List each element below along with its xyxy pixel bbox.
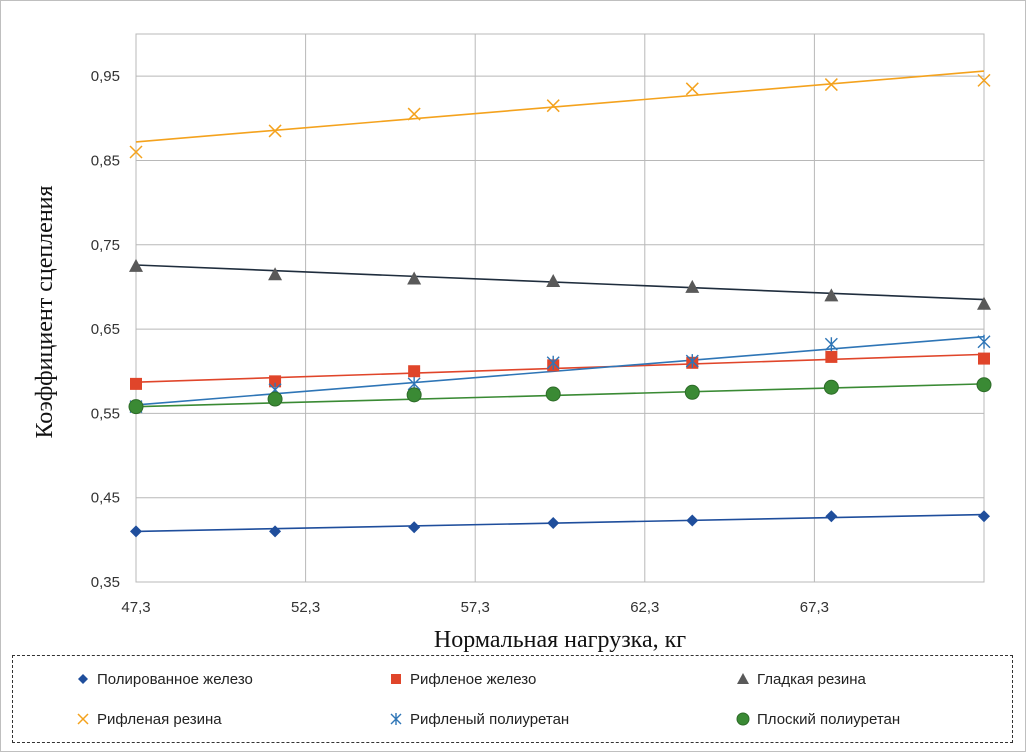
- x-tick-label: 67,3: [800, 599, 829, 616]
- legend-item: Полированное железо: [75, 668, 253, 690]
- data-markers: [128, 73, 992, 538]
- asterisk-marker: [685, 354, 699, 369]
- triangle-marker: [977, 296, 991, 310]
- circle-marker: [976, 377, 992, 393]
- diamond-marker: [547, 516, 560, 529]
- asterisk-marker: [824, 337, 838, 352]
- y-tick-label: 0,55: [91, 405, 120, 422]
- circle-marker: [406, 387, 422, 403]
- x-tick-label: 62,3: [630, 599, 659, 616]
- diamond-marker: [78, 674, 88, 684]
- triangle-marker: [546, 274, 561, 288]
- x-axis-title: Нормальная нагрузка, кг: [434, 627, 686, 653]
- legend-item: Рифленое железо: [388, 668, 536, 690]
- trendline: [135, 353, 985, 383]
- circle-marker: [823, 379, 839, 395]
- legend-item: Рифленый полиуретан: [388, 708, 569, 730]
- x-tick-label: 52,3: [291, 599, 320, 616]
- legend-label: Рифленое железо: [410, 670, 537, 688]
- x-marker: [268, 124, 282, 138]
- trendline: [135, 70, 985, 143]
- trendline: [135, 513, 985, 533]
- legend-label: Плоский полиуретан: [757, 710, 901, 728]
- circle-marker: [736, 712, 750, 726]
- legend-label: Полированное железо: [97, 670, 253, 688]
- diamond-marker: [269, 525, 282, 538]
- x-marker: [977, 73, 991, 87]
- trendline: [135, 264, 985, 301]
- y-tick-label: 0,85: [91, 152, 120, 169]
- gridlines: [135, 33, 985, 583]
- triangle-marker: [737, 673, 749, 684]
- y-tick-labels: 0,35 0,45 0,55 0,65 0,75 0,85 0,95: [91, 68, 120, 591]
- asterisk-marker: [977, 334, 991, 349]
- x-marker: [685, 82, 699, 96]
- triangle-marker: [129, 258, 143, 272]
- circle-marker: [267, 391, 283, 407]
- asterisk-marker: [546, 355, 560, 370]
- x-tick-label: 57,3: [461, 599, 490, 616]
- square-marker: [130, 377, 142, 390]
- diamond-marker: [408, 521, 421, 534]
- y-tick-label: 0,65: [91, 321, 120, 338]
- y-tick-label: 0,45: [91, 490, 120, 507]
- square-marker: [408, 365, 421, 378]
- legend-item: Рифленая резина: [75, 708, 222, 730]
- triangle-marker: [824, 288, 839, 302]
- x-tick-labels: 47,3 52,3 57,3 62,3 67,3: [121, 599, 829, 616]
- y-tick-label: 0,95: [91, 68, 120, 85]
- x-marker: [546, 99, 560, 113]
- legend-label: Рифленая резина: [97, 710, 222, 728]
- square-marker: [269, 375, 282, 388]
- diamond-marker: [686, 514, 699, 527]
- legend-marker: [391, 674, 401, 684]
- diamond-marker: [130, 525, 142, 538]
- diamond-marker: [825, 510, 838, 523]
- circle-marker: [545, 386, 561, 402]
- legend-item: Гладкая резина: [735, 668, 866, 690]
- legend-marker: [390, 713, 402, 725]
- diamond-marker: [978, 510, 990, 523]
- x-marker: [77, 713, 89, 725]
- triangle-marker: [407, 271, 422, 285]
- chart: 47,3 52,3 57,3 62,3 67,3 0,35 0,45 0,55 0,65 0,7…: [32, 33, 992, 653]
- square-marker: [825, 350, 838, 363]
- legend-marker: [736, 712, 750, 726]
- plot-area: [135, 33, 985, 583]
- x-marker: [824, 78, 838, 92]
- legend-item: Плоский полиуретан: [735, 708, 900, 730]
- square-marker: [978, 352, 990, 365]
- y-tick-label: 0,35: [91, 574, 120, 591]
- y-axis-title: Коэффициент сцепления: [32, 185, 58, 438]
- legend-marker: [737, 673, 749, 684]
- y-tick-label: 0,75: [91, 237, 120, 254]
- trendlines: [135, 70, 985, 533]
- legend: Полированное железо Рифленое железо Гладка…: [12, 655, 1013, 743]
- x-marker: [129, 145, 143, 159]
- circle-marker: [128, 399, 144, 415]
- asterisk-marker: [390, 713, 402, 725]
- triangle-marker: [685, 279, 700, 293]
- x-marker: [407, 107, 421, 121]
- legend-label: Гладкая резина: [757, 670, 866, 688]
- x-tick-label: 47,3: [121, 599, 150, 616]
- legend-label: Рифленый полиуретан: [410, 710, 570, 728]
- legend-marker: [78, 674, 88, 684]
- circle-marker: [684, 384, 700, 400]
- square-marker: [391, 674, 401, 684]
- triangle-marker: [268, 267, 283, 281]
- legend-marker: [77, 713, 89, 725]
